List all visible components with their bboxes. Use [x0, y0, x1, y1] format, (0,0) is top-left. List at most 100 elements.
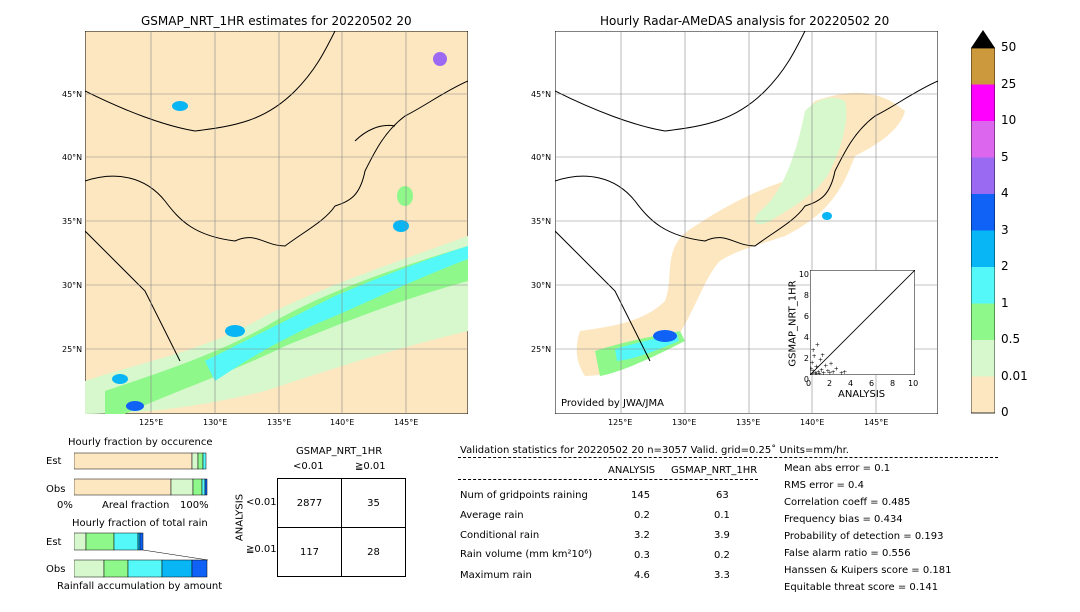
total-rain-bars [73, 531, 209, 579]
scatter-point: + [834, 366, 839, 373]
colorbar [971, 30, 995, 414]
stat-value: 3.3 [714, 570, 730, 581]
scatter-point: + [815, 342, 820, 349]
scatter-point: + [812, 353, 817, 360]
contingency-col-label: ≧0.01 [355, 461, 386, 472]
scatter-point: + [820, 352, 825, 359]
scatter-ylabel: GSMAP_NRT_1HR [787, 280, 799, 367]
total-rain-title: Hourly fraction of total rain [72, 518, 208, 529]
stat-value: 63 [716, 490, 729, 501]
colorbar-label: 5 [1001, 149, 1009, 164]
contingency-cell: 2877 [277, 478, 342, 528]
occurrence-title: Hourly fraction by occurence [68, 437, 213, 448]
stat-label: Rain volume (mm km²10⁶) [460, 549, 593, 560]
lat-label: 40°N [62, 153, 83, 162]
scatter-point: + [811, 368, 816, 375]
lon-label: 130°E [672, 418, 697, 427]
lat-label: 25°N [531, 345, 552, 354]
scatter-point: + [839, 370, 844, 375]
score-line: False alarm ratio = 0.556 [784, 548, 911, 559]
stat-value: 145 [631, 490, 651, 501]
contingency-row-label: <0.01 [246, 497, 277, 508]
colorbar-block [971, 303, 995, 340]
colorbar-label: 50 [1001, 40, 1017, 54]
y-tick: 8 [803, 291, 809, 300]
colorbar-block [971, 121, 995, 158]
lat-label: 45°N [62, 90, 83, 99]
x-tick: 6 [869, 379, 875, 388]
scatter-point: + [814, 364, 819, 371]
scatter-xlabel: ANALYSIS [838, 389, 886, 400]
contingency-cell: 35 [341, 478, 406, 528]
contingency-cell: 28 [341, 527, 406, 577]
stat-label: Average rain [460, 510, 524, 521]
score-line: Correlation coeff = 0.485 [784, 497, 911, 508]
contingency-table: 2877 35 117 28 [277, 478, 406, 577]
left-map-title: GSMAP_NRT_1HR estimates for 20220502 20 [141, 14, 412, 28]
x-tick: 2 [827, 379, 833, 388]
occurrence-bars [73, 451, 208, 497]
lon-label: 140°E [330, 418, 355, 427]
occurrence-x-right: 100% [180, 500, 209, 511]
score-line: RMS error = 0.4 [784, 480, 864, 491]
contingency-row-label: ≧0.01 [246, 544, 277, 555]
lon-label: 145°E [864, 418, 889, 427]
scatter-point: + [814, 371, 819, 375]
score-line: Equitable threat score = 0.141 [784, 582, 939, 593]
colorbar-block [971, 194, 995, 231]
contingency-col-title: GSMAP_NRT_1HR [296, 446, 383, 457]
stat-value: 3.9 [714, 530, 730, 541]
scatter-point: + [813, 370, 818, 375]
lat-label: 30°N [62, 281, 83, 290]
validation-header: Validation statistics for 20220502 20 n=… [460, 445, 849, 456]
lat-label: 30°N [531, 281, 552, 290]
occurrence-x-left: 0% [57, 500, 73, 511]
y-tick: 0 [803, 375, 809, 384]
colorbar-block [971, 230, 995, 267]
scatter-point: + [821, 370, 826, 375]
lon-label: 140°E [800, 418, 825, 427]
colorbar-block [971, 267, 995, 304]
lat-label: 35°N [531, 217, 552, 226]
stat-value: 0.2 [634, 510, 650, 521]
divider [458, 457, 998, 458]
occurrence-row-label: Est [46, 456, 62, 467]
scatter-point: + [817, 371, 822, 375]
scatter-point: + [827, 370, 832, 375]
scatter-point: + [811, 347, 816, 354]
colorbar-label: 10 [1001, 113, 1017, 127]
colorbar-block [971, 340, 995, 377]
colorbar-label: 2 [1001, 259, 1009, 273]
contingency-col-label: <0.01 [293, 461, 324, 472]
colorbar-label: 1 [1001, 295, 1009, 310]
scatter-point: + [828, 360, 833, 367]
right-map-title: Hourly Radar-AMeDAS analysis for 2022050… [600, 14, 890, 28]
scatter-point: + [825, 368, 830, 375]
occurrence-x-mid: Areal fraction [102, 500, 170, 511]
scatter-point: + [818, 356, 823, 363]
colorbar-block [971, 48, 995, 85]
scatter-point: + [842, 369, 847, 375]
scatter-point: + [831, 369, 836, 375]
contingency-cell: 117 [277, 527, 342, 577]
score-line: Frequency bias = 0.434 [784, 514, 903, 525]
contingency-row-title: ANALYSIS [234, 493, 246, 542]
lon-label: 135°E [267, 418, 292, 427]
scatter-point: + [816, 369, 821, 375]
map-credit: Provided by JWA/JMA [561, 398, 664, 409]
stat-value: 0.2 [714, 550, 730, 561]
total-rain-row-label: Obs [46, 564, 66, 575]
y-tick: 4 [803, 333, 809, 342]
colorbar-label: 25 [1001, 76, 1017, 91]
score-line: Mean abs error = 0.1 [784, 463, 891, 474]
scatter-inset: + + + + + + + + + + + + + + + + + + + + + + + + [810, 270, 915, 375]
colorbar-label: 0 [1001, 405, 1009, 419]
lon-label: 125°E [139, 418, 164, 427]
stat-value: 3.2 [634, 530, 650, 541]
lat-label: 40°N [531, 153, 552, 162]
validation-col-header: GSMAP_NRT_1HR [671, 465, 758, 476]
lat-label: 45°N [531, 90, 552, 99]
stat-label: Num of gridpoints raining [460, 490, 588, 501]
left-map [85, 31, 468, 414]
occurrence-row-label: Obs [46, 484, 66, 495]
